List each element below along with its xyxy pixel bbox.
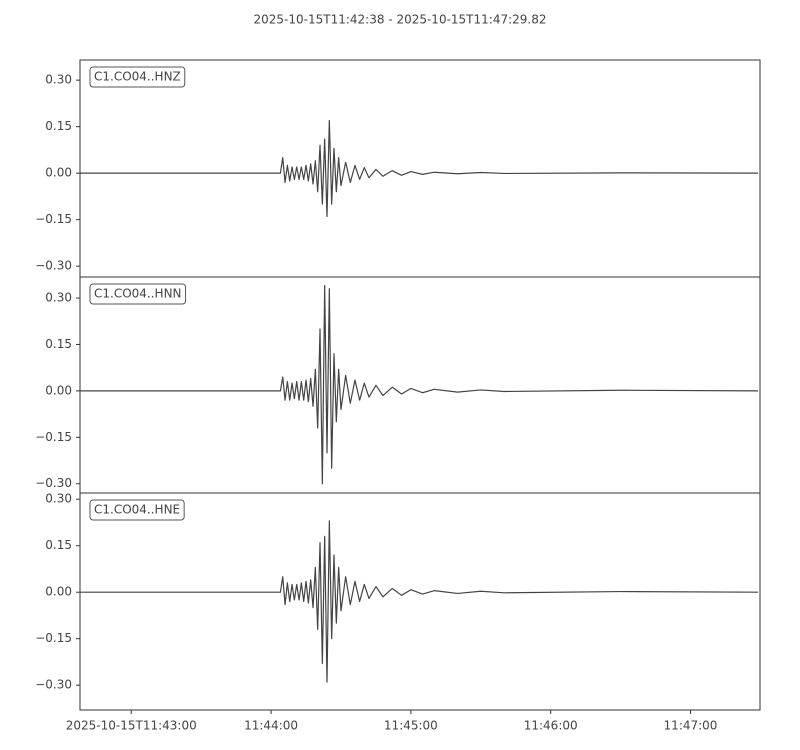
trace-label-box	[89, 66, 186, 88]
y-tick-label: 0.15	[45, 337, 72, 351]
x-tick-label: 11:46:00	[524, 719, 578, 733]
chart-title: 2025-10-15T11:42:38 - 2025-10-15T11:47:2…	[254, 13, 547, 27]
y-tick-label: 0.30	[45, 73, 72, 87]
y-tick-label: 0.00	[45, 383, 72, 397]
y-tick-label: 0.00	[45, 585, 72, 599]
y-tick-label: −0.30	[35, 678, 72, 692]
y-tick-label: −0.30	[35, 476, 72, 490]
trace	[80, 119, 759, 218]
y-tick-label: 0.15	[45, 119, 72, 133]
x-tick-label: 11:45:00	[384, 719, 438, 733]
panel-frame	[79, 492, 761, 711]
y-tick-label: −0.30	[35, 259, 72, 273]
x-tick-label: 11:44:00	[244, 719, 298, 733]
trace-label: C1.CO04..HNN	[94, 287, 182, 301]
x-tick-label: 11:47:00	[664, 719, 718, 733]
trace	[80, 520, 759, 683]
y-tick-label: −0.15	[35, 430, 72, 444]
trace-label: C1.CO04..HNE	[94, 503, 180, 517]
y-tick-label: −0.15	[35, 212, 72, 226]
trace-label-box	[89, 499, 185, 521]
x-tick-label: 2025-10-15T11:43:00	[66, 719, 197, 733]
panel-frame	[79, 276, 761, 494]
y-tick-label: 0.00	[45, 166, 72, 180]
y-tick-label: 0.30	[45, 291, 72, 305]
y-tick-label: 0.15	[45, 538, 72, 552]
panel-frame	[79, 59, 761, 278]
trace-label-box	[89, 283, 187, 305]
trace	[80, 285, 759, 485]
trace-label: C1.CO04..HNZ	[94, 70, 181, 84]
y-tick-label: 0.30	[45, 492, 72, 506]
y-tick-label: −0.15	[35, 631, 72, 645]
